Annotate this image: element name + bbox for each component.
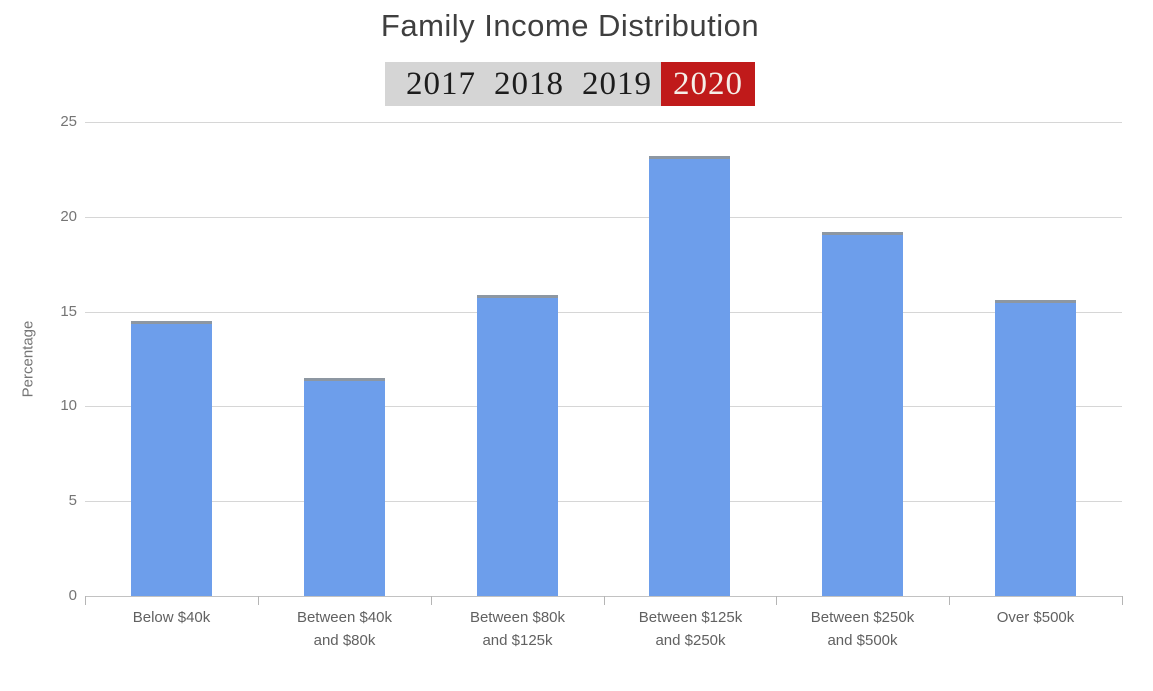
tab-2019[interactable]: 2019	[582, 66, 652, 102]
x-axis-tick	[258, 596, 259, 605]
x-axis-tick	[1122, 596, 1123, 605]
bar-2[interactable]	[304, 378, 385, 596]
x-axis-tick	[85, 596, 86, 605]
x-category-label: Over $500k	[996, 609, 1075, 626]
y-tick-label: 20	[60, 208, 77, 225]
y-tick-label: 15	[60, 303, 77, 320]
y-axis-title: Percentage	[19, 320, 37, 398]
x-axis-tick	[604, 596, 605, 605]
y-tick-label: 5	[68, 492, 77, 509]
gridline-5	[85, 501, 1122, 502]
x-axis-tick	[431, 596, 432, 605]
year-tabs: 2017 2018 2019 2020	[385, 62, 755, 106]
gridline-0	[85, 596, 1122, 597]
x-axis-tick	[776, 596, 777, 605]
x-category-label: Between $40k and $80k	[296, 609, 393, 650]
y-tick-label: 25	[60, 113, 77, 130]
x-axis-tick	[949, 596, 950, 605]
year-tabs-wrap: 2017 2018 2019 2020	[0, 62, 1140, 106]
chart-title: Family Income Distribution	[380, 8, 760, 43]
bar-1[interactable]	[131, 321, 212, 596]
gridline-25	[85, 122, 1122, 123]
tab-2018[interactable]: 2018	[494, 66, 564, 102]
tab-2017[interactable]: 2017	[406, 66, 476, 102]
gridline-15	[85, 312, 1122, 313]
x-category-label: Below $40k	[132, 609, 211, 626]
bar-3[interactable]	[477, 295, 558, 596]
gridline-10	[85, 406, 1122, 407]
tab-2020[interactable]: 2020	[661, 62, 755, 106]
x-category-label: Between $125k and $250k	[638, 609, 743, 650]
bar-6[interactable]	[995, 300, 1076, 596]
bar-5[interactable]	[822, 232, 903, 596]
y-tick-label: 10	[60, 397, 77, 414]
y-tick-label: 0	[68, 587, 77, 604]
gridline-20	[85, 217, 1122, 218]
x-category-label: Between $80k and $125k	[469, 609, 566, 650]
x-category-label: Between $250k and $500k	[810, 609, 915, 650]
bar-4[interactable]	[649, 156, 730, 596]
